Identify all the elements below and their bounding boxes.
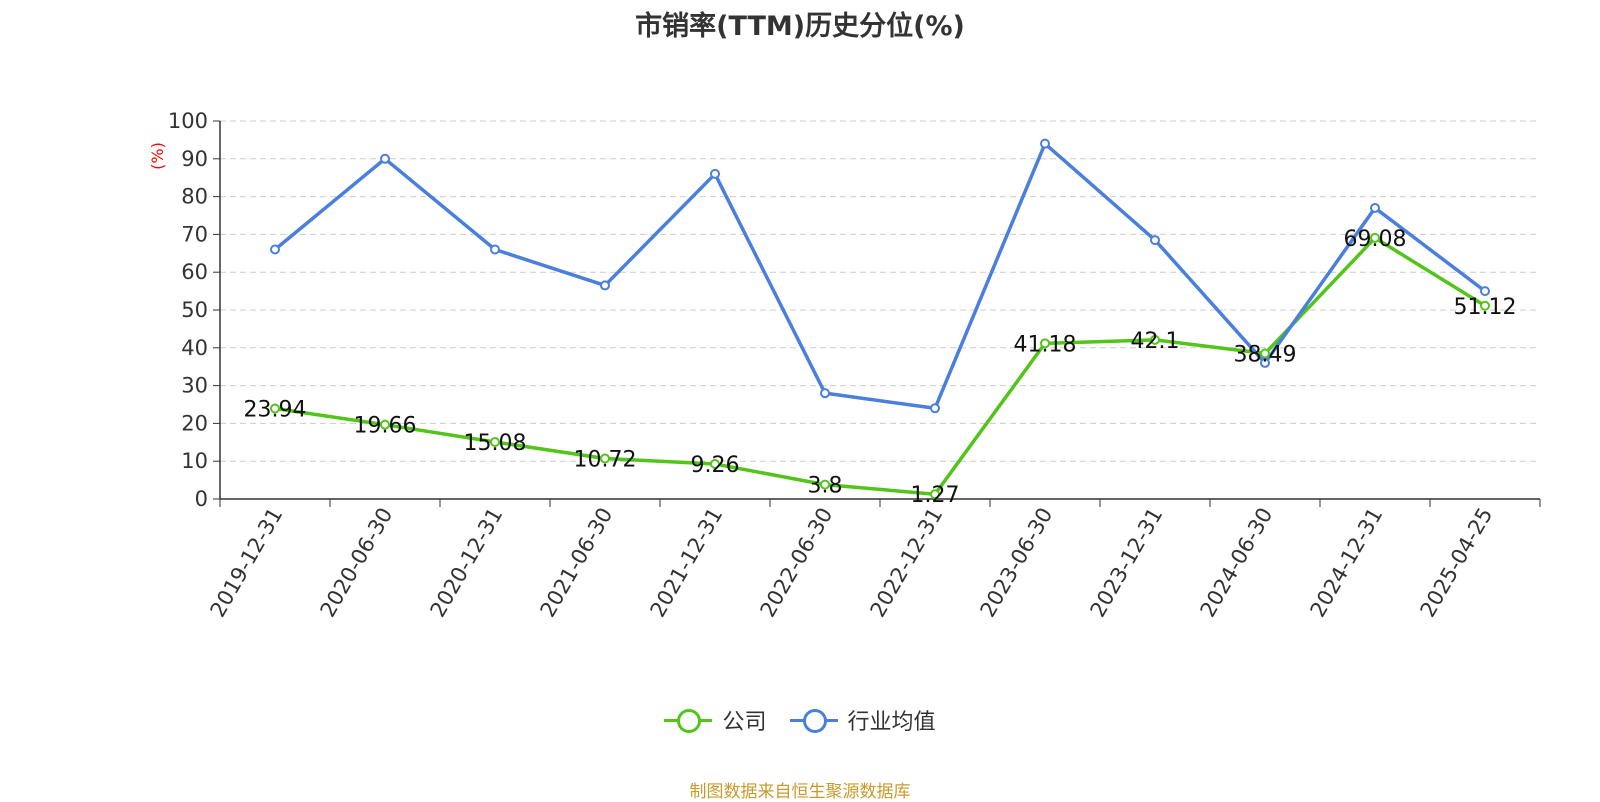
y-tick-label: 40 [181,336,208,360]
legend-marker-icon [789,708,838,733]
data-point [1040,138,1050,149]
chart-title: 市销率(TTM)历史分位(%) [635,11,965,42]
data-point [380,419,390,430]
data-point [1370,202,1380,213]
data-point [270,403,280,414]
data-point [1260,348,1270,359]
legend-label: 行业均值 [847,710,936,735]
series-line-1 [273,141,1487,411]
data-label: 19.66 [354,414,417,439]
data-label: 69.08 [1344,227,1407,252]
y-tick-label: 50 [181,298,208,322]
x-tick-label: 2020-12-31 [426,504,508,622]
data-point [270,244,280,255]
y-tick-label: 90 [181,147,208,171]
data-label: 1.27 [911,483,960,508]
data-point [930,489,940,500]
x-tick-label: 2020-06-30 [316,504,398,622]
data-label: 41.18 [1014,332,1077,357]
data-point [600,280,610,291]
x-tick-label: 2019-12-31 [206,504,288,622]
y-tick-label: 0 [195,487,208,511]
y-tick-label: 60 [181,260,208,284]
y-tick-label: 100 [168,109,208,133]
x-tick-label: 2024-12-31 [1306,504,1388,622]
x-tick-label: 2025-04-25 [1416,504,1498,622]
data-point [710,168,720,179]
x-tick-label: 2024-06-30 [1196,504,1278,622]
data-point [820,479,830,490]
y-tick-label: 10 [181,449,208,473]
data-label: 38.49 [1234,343,1297,368]
source-note: 制图数据来自恒生聚源数据库 [689,782,911,802]
data-point [1040,338,1050,349]
x-tick-label: 2022-12-31 [866,504,948,622]
data-label: 9.26 [691,453,740,478]
axes: 0 10 20 30 40 50 60 70 80 90 100(%) 2019-12-31 2020-… [148,109,1541,622]
x-tick-label: 2022-06-30 [756,504,838,622]
x-tick-label: 2021-12-31 [646,504,728,622]
y-tick-label: 70 [181,222,208,246]
data-label: 10.72 [574,447,637,472]
x-tick-label: 2023-12-31 [1086,504,1168,622]
data-point [930,403,940,414]
data-labels: 23.94 19.66 15.08 10.72 9.26 3.8 1.27 41.18 42.1… [244,227,1517,508]
data-point [1480,300,1490,311]
legend-circle [802,709,827,733]
data-point [1260,357,1270,368]
y-axis-title: (%) [148,142,167,170]
data-point [1150,334,1160,345]
legend-item-company[interactable]: 公司 [664,704,767,736]
data-label: 3.8 [808,474,843,499]
data-point [820,388,830,399]
legend: 公司 行业均值 [0,704,1600,738]
data-point [1370,232,1380,243]
data-point [1480,286,1490,297]
y-tick-label: 30 [181,374,208,398]
series-lines [273,141,1487,496]
y-tick-label: 20 [181,411,208,435]
data-point [380,153,390,164]
data-point [490,244,500,255]
legend-label: 公司 [722,710,767,735]
legend-circle [677,709,702,733]
data-label: 23.94 [244,398,307,423]
data-label: 51.12 [1454,295,1517,320]
legend-item-industry[interactable]: 行业均值 [789,704,936,736]
x-tick-label: 2023-06-30 [976,504,1058,622]
data-point [600,453,610,464]
legend-marker-icon [664,708,713,733]
data-label: 15.08 [464,431,527,456]
series-points [270,138,1490,500]
data-point [490,436,500,447]
data-point [1150,235,1160,246]
y-tick-label: 80 [181,185,208,209]
data-label: 42.1 [1131,329,1180,354]
grid-lines [220,120,1540,462]
data-point [710,458,720,469]
series-line-0 [274,236,1486,496]
x-tick-label: 2021-06-30 [536,504,618,622]
